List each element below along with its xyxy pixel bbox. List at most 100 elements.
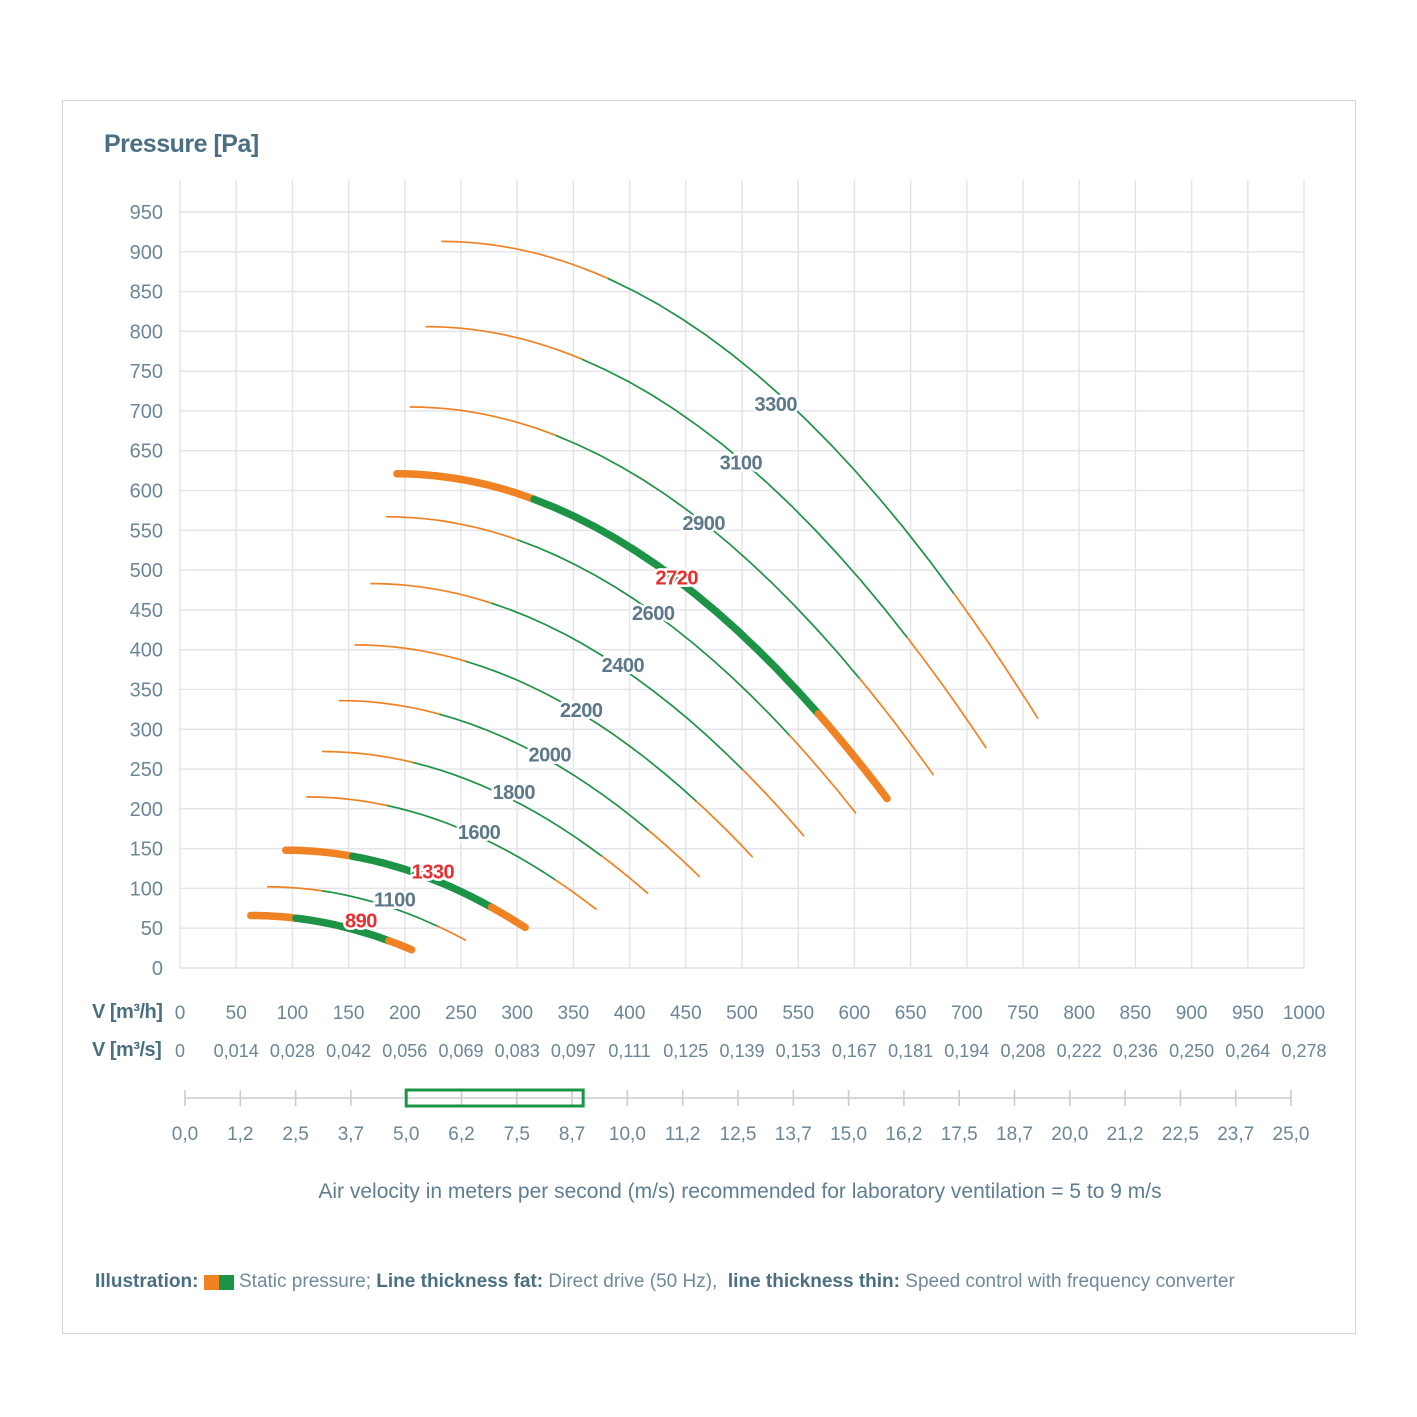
x-tick-m3s: 0,208	[1000, 1041, 1045, 1061]
curve-segment	[487, 903, 529, 932]
curve-segment	[441, 240, 610, 280]
x-tick-m3s: 0,097	[551, 1041, 596, 1061]
curve-label-2900: 2900	[683, 513, 726, 535]
x-tick-m3s: 0,083	[495, 1041, 540, 1061]
green-swatch-icon	[218, 1274, 234, 1290]
curve-label-2400: 2400	[602, 655, 645, 677]
x-tick-m3h: 600	[839, 1003, 871, 1024]
y-tick-label: 100	[130, 878, 163, 900]
y-tick-label: 50	[141, 918, 163, 940]
velocity-tick-label: 15,0	[830, 1124, 867, 1145]
curve-segment	[906, 637, 987, 749]
x-tick-m3s: 0,028	[270, 1041, 315, 1061]
x-tick-m3s: 0,181	[888, 1041, 933, 1061]
curve-segment	[742, 769, 805, 837]
curve-label-1600: 1600	[458, 822, 501, 844]
curve-1600: 1600	[306, 796, 597, 910]
legend-thin-label: line thickness thin:	[727, 1271, 906, 1292]
y-tick-label: 850	[130, 282, 163, 304]
legend-thin-text: Speed control with frequency converter	[905, 1271, 1235, 1292]
velocity-tick-label: 8,7	[559, 1124, 585, 1145]
curve-segment	[412, 761, 603, 858]
curve-segment	[281, 846, 357, 861]
legend: Illustration: Static pressure; Line thic…	[95, 1271, 1235, 1293]
y-tick-label: 750	[130, 361, 163, 383]
curve-segment	[436, 925, 467, 941]
curve-label-3100: 3100	[720, 453, 763, 475]
x-tick-m3h: 100	[277, 1003, 309, 1024]
curve-2000: 2000	[338, 699, 701, 878]
y-tick-label: 950	[130, 202, 163, 224]
x-tick-m3s: 0,278	[1281, 1041, 1326, 1061]
curve-segment	[348, 852, 496, 912]
curve-segment	[695, 800, 753, 858]
air-velocity-caption: Air velocity in meters per second (m/s) …	[318, 1180, 1162, 1203]
curve-2200: 2200	[354, 644, 753, 858]
y-tick-label: 400	[130, 640, 163, 662]
curve-label-1100: 1100	[374, 890, 416, 912]
curve-segment	[859, 678, 934, 776]
recommended-velocity-range-box	[404, 1088, 585, 1108]
x-tick-m3h: 1000	[1283, 1003, 1325, 1024]
curve-1330: 1330	[281, 846, 529, 932]
x-tick-m3h: 450	[670, 1003, 702, 1024]
grid	[179, 180, 1305, 969]
legend-illustration-label: Illustration:	[95, 1271, 204, 1292]
x-tick-m3s: 0,167	[832, 1041, 877, 1061]
figure-border	[62, 100, 1356, 1334]
velocity-tick-label: 10,0	[609, 1124, 646, 1145]
y-tick-label: 0	[152, 958, 163, 980]
y-tick-label: 700	[130, 401, 163, 423]
x-tick-m3s: 0,236	[1113, 1041, 1158, 1061]
x-tick-m3s: 0,139	[719, 1041, 764, 1061]
curve-890: 890	[247, 908, 416, 954]
curve-2900: 2900	[409, 406, 934, 776]
y-tick-label: 900	[130, 242, 163, 264]
curve-3300: 3300	[441, 240, 1039, 719]
curve-segment	[530, 495, 823, 718]
velocity-tick-label: 3,7	[338, 1124, 364, 1145]
curve-segment	[321, 750, 415, 764]
x-tick-m3h: 200	[389, 1003, 421, 1024]
y-tick-label: 800	[130, 321, 163, 343]
velocity-tick-label: 16,2	[885, 1124, 922, 1145]
x-tick-labels-m3s: 0 0,014 0,028 0,042 0,056 0,069 0,083 0,097 0,11…	[175, 1041, 1327, 1061]
curve-2600: 2600	[385, 515, 857, 814]
velocity-tick-label: 12,5	[720, 1124, 757, 1145]
pressure-axis-title: Pressure [Pa]	[104, 130, 259, 158]
velocity-tick-label: 1,2	[227, 1124, 253, 1145]
curve-segment	[409, 406, 558, 437]
curve-segment	[439, 713, 650, 832]
x-tick-m3s: 0	[175, 1041, 185, 1061]
curve-segment	[554, 879, 597, 910]
curve-segment	[387, 804, 557, 881]
velocity-tick-label: 17,5	[941, 1124, 978, 1145]
curve-segment	[306, 796, 389, 807]
legend-fat-text: Direct drive (50 Hz),	[548, 1271, 728, 1292]
curve-segment	[582, 358, 909, 639]
y-tick-label: 150	[130, 839, 163, 861]
y-tick-label: 500	[130, 560, 163, 582]
curve-segment	[338, 699, 442, 716]
x-tick-m3s: 0,153	[776, 1041, 821, 1061]
x-tick-m3h: 250	[445, 1003, 477, 1024]
curve-segment	[648, 829, 701, 878]
curve-segment	[370, 582, 494, 605]
curve-label-890: 890	[345, 910, 377, 932]
x-tick-m3h: 800	[1063, 1003, 1095, 1024]
velocity-tick-label: 0,0	[172, 1124, 198, 1145]
curve-segment	[322, 890, 439, 928]
x-tick-m3s: 0,222	[1057, 1041, 1102, 1061]
velocity-tick-label: 13,7	[775, 1124, 812, 1145]
y-tick-label: 550	[130, 520, 163, 542]
x-tick-m3s: 0,069	[438, 1041, 483, 1061]
y-tick-label: 300	[130, 719, 163, 741]
curve-segment	[385, 937, 416, 954]
x-tick-m3s: 0,014	[214, 1041, 259, 1061]
x-tick-m3h: 350	[558, 1003, 590, 1024]
velocity-tick-label: 21,2	[1107, 1124, 1144, 1145]
x-tick-m3s: 0,264	[1225, 1041, 1270, 1061]
x-tick-m3h: 500	[726, 1003, 758, 1024]
curve-segment	[814, 710, 891, 803]
